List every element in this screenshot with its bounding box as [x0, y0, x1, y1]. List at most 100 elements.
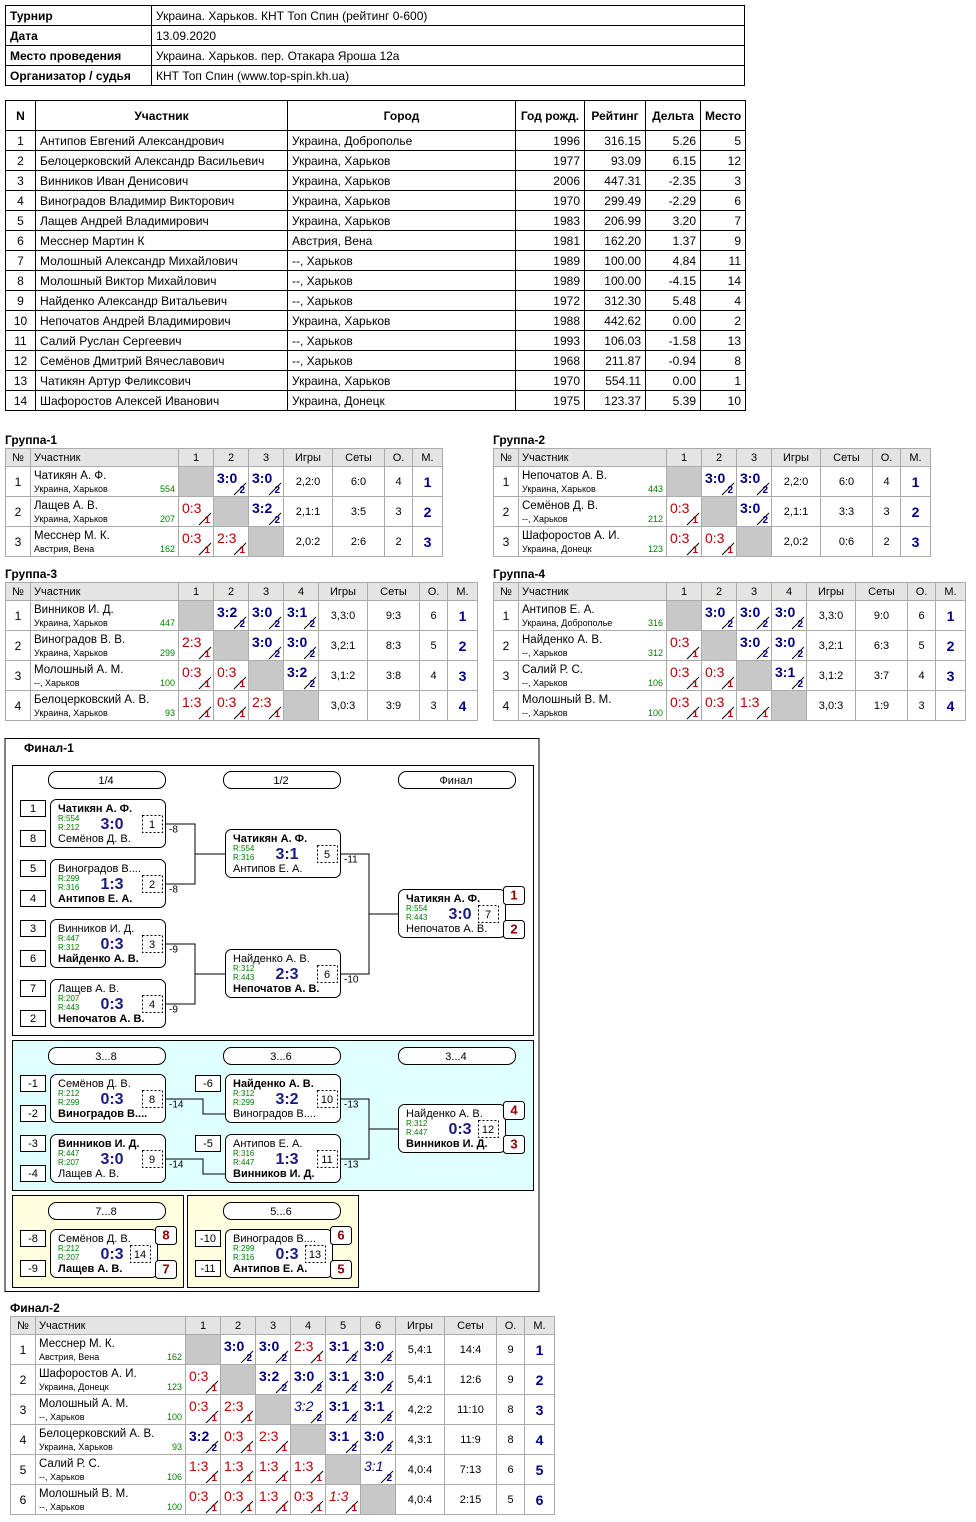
score-points: 2 — [274, 649, 280, 660]
diagonal — [310, 1410, 324, 1424]
participant-cell: 0.00 — [645, 310, 701, 331]
games: 2,1:1 — [771, 496, 821, 527]
header-cell: 2 — [213, 448, 249, 467]
match-box — [50, 979, 166, 1028]
diagonal-line — [198, 706, 212, 720]
diagonal — [756, 616, 770, 630]
participant-cell: --, Харьков — [287, 330, 516, 351]
diagonal — [268, 512, 282, 526]
participant-cell: Непочатов Андрей Владимирович — [35, 310, 288, 331]
diagonal — [240, 1500, 254, 1514]
participant-cell: Украина, Донецк — [287, 390, 516, 411]
diagonal-line — [198, 512, 212, 526]
info-row: Место проведения Украина. Харьков. пер. О… — [5, 45, 745, 66]
score-points: 1 — [692, 649, 698, 660]
points: 5 — [419, 630, 448, 661]
self-cell — [248, 526, 284, 557]
participant-cell: 106.03 — [584, 330, 646, 351]
self-cell — [736, 526, 772, 557]
diagonal-line — [345, 1380, 359, 1394]
diagonal-line — [240, 1350, 254, 1364]
score-cell: 1:3 1 — [290, 1454, 326, 1485]
diagonal-line — [345, 1500, 359, 1514]
diagonal-line — [686, 646, 700, 660]
player-rating: R:443 — [233, 973, 255, 982]
player-name: Антипов Е. А. — [233, 1138, 302, 1150]
header-cell: Игры — [283, 448, 333, 467]
player-rating: 162 — [159, 543, 175, 554]
player-name: Антипов Е. А. — [233, 1263, 307, 1275]
player-rating: R:312 — [406, 1119, 428, 1128]
score-cell: 0:3 1 — [220, 1484, 256, 1515]
participant-cell: 1968 — [515, 350, 585, 371]
score-points: 1 — [211, 1413, 217, 1424]
diagonal — [686, 646, 700, 660]
stage-pill — [48, 1047, 166, 1065]
diagonal-line — [275, 1470, 289, 1484]
participant-cell: --, Харьков — [287, 270, 516, 291]
score-points: 1 — [246, 1413, 252, 1424]
player-rating: 207 — [159, 513, 175, 524]
player-rating: 447 — [159, 617, 175, 628]
score-points: 2 — [281, 1353, 287, 1364]
score-points: 2 — [351, 1443, 357, 1454]
score-cell: 3:0 2 — [213, 466, 249, 497]
match-number-box — [142, 935, 163, 953]
header-cell: 5 — [325, 1316, 361, 1335]
place: 1 — [412, 466, 443, 497]
score-cell: 2:3 1 — [248, 690, 284, 721]
score: 3:1 — [775, 664, 796, 680]
participant-row: 1 Антипов Евгений Александрович Украина, Д… — [5, 130, 746, 151]
header-cell: 1 — [666, 582, 702, 601]
player-sub: --, Харьков 100 — [522, 708, 663, 718]
match-number: 2 — [149, 879, 155, 891]
score-points: 2 — [386, 1443, 392, 1454]
sets: 3:3 — [820, 496, 873, 527]
participant-cell: --, Харьков — [287, 250, 516, 271]
player-city: Украина, Харьков — [39, 1441, 113, 1452]
match-box — [50, 859, 166, 908]
place: 3 — [900, 526, 931, 557]
score: 3:0 — [294, 1368, 315, 1384]
participant-cell: 1996 — [515, 130, 585, 151]
player-city: --, Харьков — [39, 1411, 85, 1422]
seed-box — [195, 1230, 221, 1247]
score: 3:0 — [775, 604, 796, 620]
participant-cell: 9 — [700, 230, 746, 251]
games: 4,0:4 — [395, 1484, 445, 1515]
loser-next: -14 — [169, 1100, 184, 1111]
match-score: 3:0 — [100, 816, 123, 833]
participant-cell: -2.35 — [645, 170, 701, 191]
player-rating: 212 — [647, 513, 663, 524]
diagonal — [240, 1440, 254, 1454]
loser-next: -10 — [344, 975, 359, 986]
participant-cell: Лащев Андрей Владимирович — [35, 210, 288, 231]
participant-cell: -1.58 — [645, 330, 701, 351]
player-name: Чатикян А. Ф. — [406, 893, 480, 905]
header-cell: 4 — [283, 582, 319, 601]
diagonal-line — [240, 1470, 254, 1484]
diagonal — [345, 1500, 359, 1514]
group-row: 3 Месснер М. К. Австрия, Вена 162 0:3 1 2:3 1 2,… — [5, 526, 443, 557]
score-cell: 0:3 1 — [666, 660, 702, 691]
diagonal-line — [380, 1380, 394, 1394]
place: 2 — [935, 630, 966, 661]
score-points: 1 — [316, 1503, 322, 1514]
player-rating: R:207 — [58, 1253, 80, 1262]
diagonal — [233, 616, 247, 630]
header-cell: Сеты — [367, 582, 420, 601]
diagonal — [205, 1380, 219, 1394]
header-cell: № — [5, 448, 31, 467]
match-number-box — [317, 845, 338, 863]
group-row: 2 Найденко А. В. --, Харьков 312 0:3 1 3:0 2 3:0… — [493, 630, 966, 661]
participant-cell: 447.31 — [584, 170, 646, 191]
place: 8 — [162, 1227, 169, 1242]
stage-pill — [223, 1047, 341, 1065]
score-cell: 3:0 2 — [771, 600, 807, 631]
group-row: 3 Молошный А. М. --, Харьков 100 0:3 1 0:3 1 3:2… — [5, 660, 478, 691]
place: 3 — [935, 660, 966, 691]
player-city: --, Харьков — [522, 513, 568, 524]
stage-label: 1/4 — [98, 775, 113, 787]
score-points: 2 — [309, 649, 315, 660]
participant-cell: Антипов Евгений Александрович — [35, 130, 288, 151]
